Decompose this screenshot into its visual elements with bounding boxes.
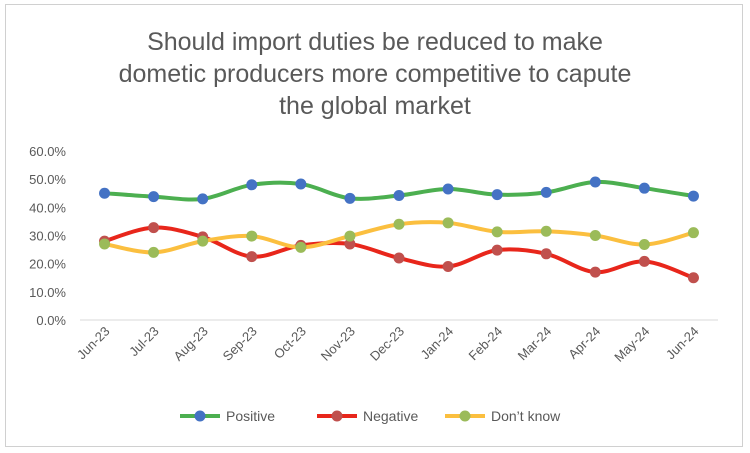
x-tick-label: Nov-23 <box>318 324 358 364</box>
point-don-t-know <box>197 235 209 247</box>
x-tick-label: Jun-23 <box>74 324 113 363</box>
legend: Positive Negative Don’t know <box>180 408 561 424</box>
y-tick-label: 30.0% <box>29 229 66 244</box>
x-tick-label: Jun-24 <box>663 324 702 363</box>
point-don-t-know <box>246 230 258 242</box>
point-positive <box>687 190 699 202</box>
point-positive <box>295 178 307 190</box>
point-negative <box>148 222 160 234</box>
legend-marker-negative <box>331 410 343 422</box>
y-tick-label: 50.0% <box>29 172 66 187</box>
axes: 0.0% 10.0% 20.0% 30.0% 40.0% 50.0% 60.0% Jun-23… <box>29 144 718 365</box>
point-positive <box>344 192 356 204</box>
point-negative <box>491 244 503 256</box>
legend-label-don-t-know: Don’t know <box>491 408 561 424</box>
point-don-t-know <box>148 246 160 258</box>
point-negative <box>638 255 650 267</box>
y-tick-label: 40.0% <box>29 200 66 215</box>
point-negative <box>687 272 699 284</box>
point-positive <box>638 182 650 194</box>
chart-frame <box>5 4 743 447</box>
chart-title-line-3: the global market <box>279 92 471 120</box>
chart-title-line-2: dometic producers more competitive to ca… <box>119 60 632 88</box>
point-positive <box>491 189 503 201</box>
point-positive <box>393 190 405 202</box>
x-tick-label: Dec-23 <box>367 324 407 364</box>
x-tick-label: Oct-23 <box>271 324 309 362</box>
point-positive <box>148 191 160 203</box>
point-don-t-know <box>589 230 601 241</box>
chart-title-line-1: Should import duties be reduced to make <box>147 28 603 56</box>
x-tick-label: May-24 <box>611 324 652 365</box>
y-tick-label: 20.0% <box>29 257 66 272</box>
point-don-t-know <box>295 241 307 253</box>
x-tick-label: Jan-24 <box>417 324 456 363</box>
point-negative <box>344 238 356 250</box>
point-don-t-know <box>638 239 650 251</box>
x-tick-label: Sep-23 <box>220 324 260 364</box>
x-tick-label: Aug-23 <box>171 324 211 364</box>
legend-marker-don-t-know <box>459 410 471 422</box>
legend-label-positive: Positive <box>226 408 275 424</box>
point-don-t-know <box>99 238 111 250</box>
point-positive <box>540 186 552 198</box>
point-positive <box>589 176 601 188</box>
series-markers <box>99 176 699 284</box>
point-negative <box>246 251 258 263</box>
point-negative <box>540 248 552 260</box>
y-tick-label: 10.0% <box>29 285 66 300</box>
point-don-t-know <box>344 230 356 242</box>
point-positive <box>99 187 111 199</box>
point-don-t-know <box>442 217 454 229</box>
point-don-t-know <box>687 227 699 239</box>
point-positive <box>246 179 258 191</box>
x-tick-label: Mar-24 <box>515 324 555 364</box>
legend-label-negative: Negative <box>363 408 418 424</box>
x-tick-label: Jul-23 <box>126 324 162 360</box>
legend-marker-positive <box>194 410 206 422</box>
point-don-t-know <box>393 218 405 230</box>
y-tick-label: 60.0% <box>29 144 66 159</box>
x-tick-label: Apr-24 <box>565 324 603 362</box>
point-positive <box>197 193 209 205</box>
x-tick-label: Feb-24 <box>466 324 506 364</box>
point-negative <box>442 260 454 272</box>
y-tick-label: 0.0% <box>36 313 66 328</box>
point-negative <box>589 266 601 278</box>
point-negative <box>393 252 405 264</box>
chart-title: Should import duties be reduced to make … <box>119 28 632 120</box>
point-don-t-know <box>491 226 503 238</box>
point-positive <box>442 183 454 195</box>
point-don-t-know <box>540 225 552 237</box>
